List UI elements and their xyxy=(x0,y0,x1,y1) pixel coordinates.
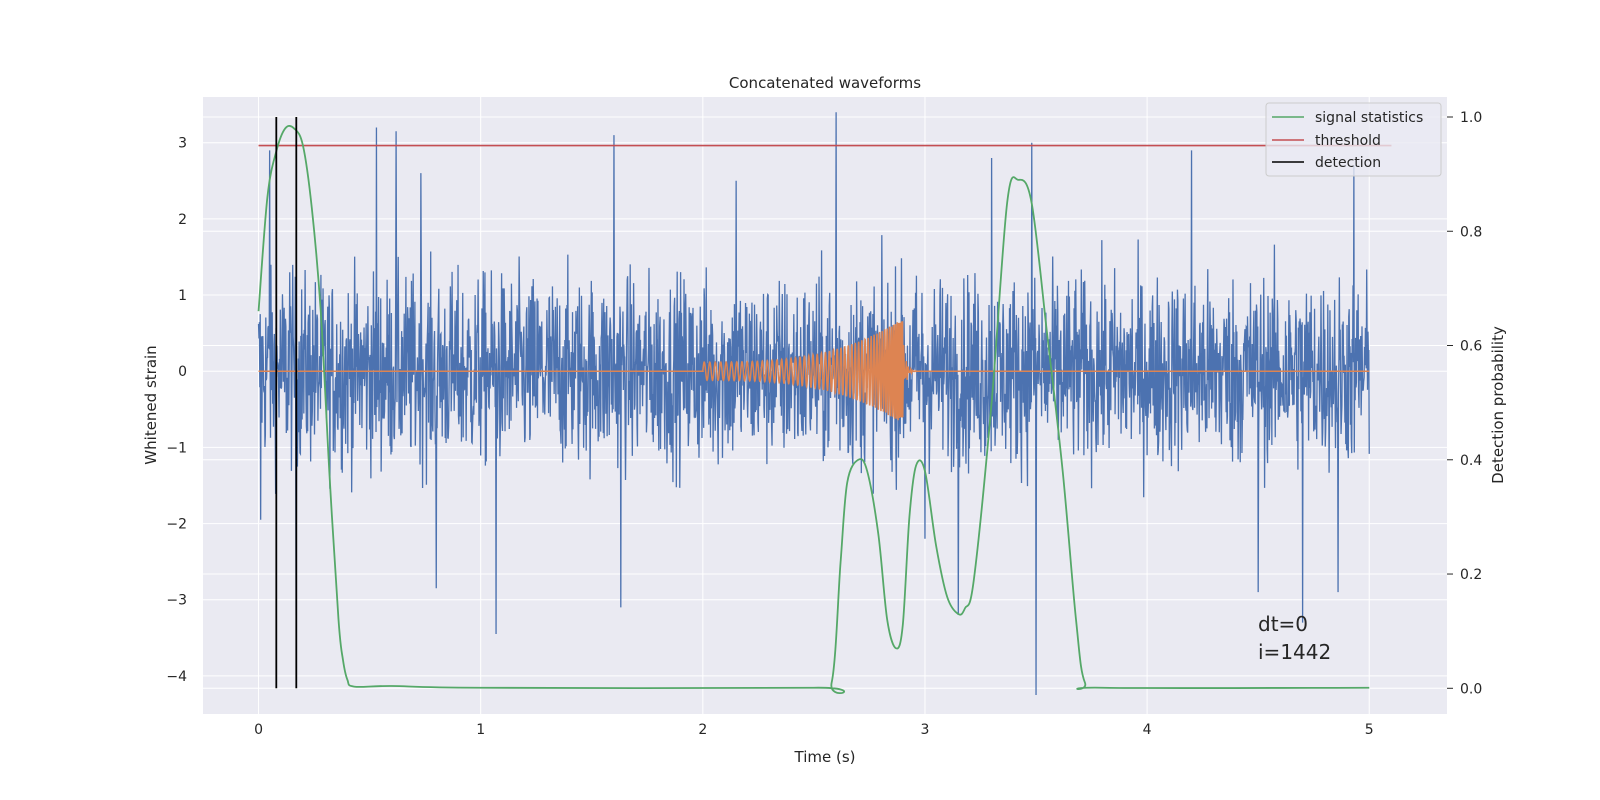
legend-label-signal-statistics: signal statistics xyxy=(1315,110,1423,126)
y-right-tick-label: 0.8 xyxy=(1460,224,1482,240)
legend-label-threshold: threshold xyxy=(1315,133,1381,149)
x-tick-label: 4 xyxy=(1143,722,1152,738)
x-tick-label: 2 xyxy=(698,722,707,738)
y-axis-label-left: Whitened strain xyxy=(142,345,160,464)
y-left-tick-label: −1 xyxy=(166,440,187,456)
y-left-tick-label: 3 xyxy=(178,136,187,152)
y-right-tick-label: 1.0 xyxy=(1460,110,1482,126)
y-left-tick-label: −3 xyxy=(166,593,187,609)
x-tick-label: 1 xyxy=(476,722,485,738)
legend-box xyxy=(1265,102,1442,177)
signal-statistics-line xyxy=(257,125,1370,695)
axes-layer: 0 1 2 3 4 5 3 2 1 0 −1 −2 −3 −4 1.0 0.8 0.6 0.4 0.2 0.0 xyxy=(166,110,1482,738)
y-right-tick-label: 0.4 xyxy=(1460,453,1482,469)
x-axis-label: Time (s) xyxy=(794,748,856,766)
chart-title: Concatenated waveforms xyxy=(729,74,921,92)
x-tick-label: 5 xyxy=(1365,722,1374,738)
legend-label-detection: detection xyxy=(1315,155,1381,171)
x-tick-label: 0 xyxy=(254,722,263,738)
data-layer xyxy=(257,112,1392,695)
legend: signal statistics threshold detection xyxy=(1265,102,1442,177)
annotation-dt: dt=0 xyxy=(1258,612,1308,636)
y-right-tick-label: 0.0 xyxy=(1460,681,1482,697)
y-right-tick-label: 0.2 xyxy=(1460,567,1482,583)
y-left-tick-label: −4 xyxy=(166,669,187,685)
annotation-i: i=1442 xyxy=(1258,640,1331,664)
y-left-tick-label: −2 xyxy=(166,517,187,533)
x-tick-label: 3 xyxy=(921,722,930,738)
y-left-tick-label: 1 xyxy=(178,288,187,304)
y-left-tick-label: 2 xyxy=(178,212,187,228)
y-axis-label-right: Detection probability xyxy=(1489,326,1507,484)
y-right-tick-label: 0.6 xyxy=(1460,339,1482,355)
chirp-series-line xyxy=(258,321,1370,421)
y-left-tick-label: 0 xyxy=(178,364,187,380)
